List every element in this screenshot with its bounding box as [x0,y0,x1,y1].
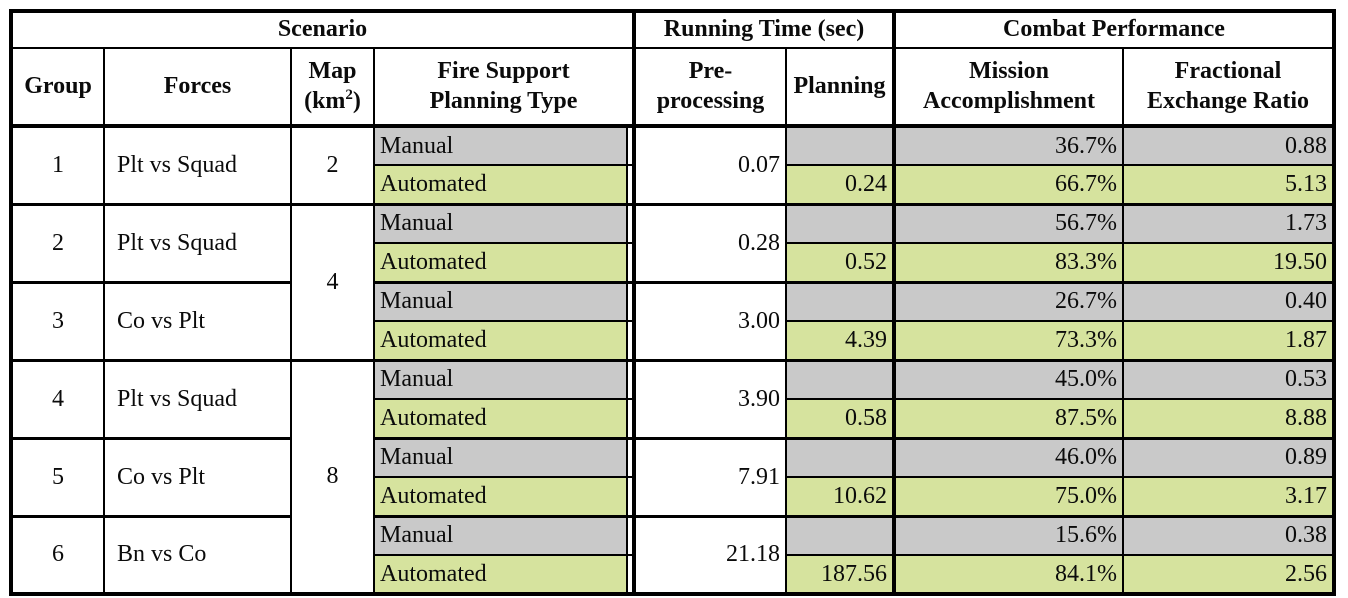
table-row: Automated 0.24 66.7% 5.13 [11,164,1335,205]
preprocessing-cell: 3.00 [632,280,787,361]
mission-cell: 73.3% [892,320,1124,361]
map-cell: 4 [290,202,375,361]
forces-cell: Plt vs Squad [103,124,292,205]
mission-cell: 45.0% [892,358,1124,400]
header-section-row: Scenario Running Time (sec) Combat Perfo… [10,10,1335,49]
table-row: 5 Co vs Plt Manual 7.91 46.0% 0.89 [10,436,1335,517]
group-column-header: Group [10,47,105,127]
map-cell: 8 [290,358,375,595]
planning-type-cell: Manual [373,514,635,556]
fire-support-column-header: Fire Support Planning Type [373,47,635,127]
group-cell: 1 [10,124,105,205]
planning-cell [785,280,895,322]
preprocessing-cell: 0.07 [632,124,787,205]
planning-cell: 0.24 [785,164,895,205]
preprocessing-cell: 0.28 [632,202,787,283]
planning-type-cell: Automated [373,164,635,205]
forces-cell: Co vs Plt [103,436,292,517]
planning-cell [785,202,895,244]
table-row: 2 Plt vs Squad 4 Manual 0.28 56.7% 1.73 [10,202,1335,361]
planning-type-cell: Manual [373,124,635,166]
forces-column-header: Forces [103,47,292,127]
mission-cell: 66.7% [892,164,1124,205]
mission-cell: 83.3% [892,242,1124,283]
running-time-section-header: Running Time (sec) [632,10,895,49]
planning-cell [785,514,895,556]
group-cell: 3 [10,280,105,361]
preprocessing-column-header: Pre-processing [632,47,787,127]
map-cell: 2 [290,124,375,205]
planning-column-header: Planning [785,47,895,127]
planning-cell: 4.39 [785,320,895,361]
fer-cell: 2.56 [1122,554,1335,595]
planning-cell: 10.62 [785,476,895,517]
planning-type-cell: Automated [373,320,635,361]
group-cell: 6 [10,514,105,595]
mission-cell: 15.6% [892,514,1124,556]
mission-column-header: Mission Accomplishment [892,47,1124,127]
preprocessing-cell: 21.18 [632,514,787,595]
forces-cell: Co vs Plt [103,280,292,361]
mission-cell: 75.0% [892,476,1124,517]
fer-cell: 0.88 [1122,124,1335,166]
planning-type-cell: Manual [373,358,635,400]
table-row: Automated 4.39 73.3% 1.87 [11,320,1335,361]
mission-cell: 46.0% [892,436,1124,478]
fer-cell: 1.73 [1122,202,1335,244]
planning-type-cell: Manual [373,202,635,244]
group-cell: 2 [10,202,105,283]
scenario-section-header: Scenario [10,10,635,49]
group-cell: 5 [10,436,105,517]
planning-type-cell: Automated [373,476,635,517]
table-row: 3 Co vs Plt Manual 3.00 26.7% 0.40 [10,280,1335,361]
fer-cell: 0.40 [1122,280,1335,322]
planning-cell: 0.52 [785,242,895,283]
results-table: Scenario Running Time (sec) Combat Perfo… [9,9,1336,596]
fer-cell: 19.50 [1122,242,1335,283]
mission-cell: 36.7% [892,124,1124,166]
planning-type-cell: Manual [373,280,635,322]
table-row: Automated 0.58 87.5% 8.88 [11,398,1335,439]
forces-cell: Plt vs Squad [103,358,292,439]
planning-cell [785,436,895,478]
fer-column-header: Fractional Exchange Ratio [1122,47,1335,127]
planning-type-cell: Automated [373,554,635,595]
mission-cell: 56.7% [892,202,1124,244]
fer-cell: 1.87 [1122,320,1335,361]
table-row: 4 Plt vs Squad 8 Manual 3.90 45.0% 0.53 [10,358,1335,595]
fer-cell: 8.88 [1122,398,1335,439]
mission-cell: 26.7% [892,280,1124,322]
fer-cell: 0.89 [1122,436,1335,478]
fer-cell: 3.17 [1122,476,1335,517]
fer-cell: 0.38 [1122,514,1335,556]
mission-cell: 84.1% [892,554,1124,595]
planning-type-cell: Manual [373,436,635,478]
header-columns-row: Group Forces Map (km2) Fire Support Planni… [10,47,1335,127]
table-row: Automated 0.52 83.3% 19.50 [11,242,1335,283]
table-row: Automated 187.56 84.1% 2.56 [11,554,1335,595]
combat-performance-section-header: Combat Performance [892,10,1335,49]
preprocessing-cell: 3.90 [632,358,787,439]
fer-cell: 5.13 [1122,164,1335,205]
planning-cell [785,358,895,400]
mission-cell: 87.5% [892,398,1124,439]
table-row: Automated 10.62 75.0% 3.17 [11,476,1335,517]
preprocessing-cell: 7.91 [632,436,787,517]
planning-cell [785,124,895,166]
planning-cell: 187.56 [785,554,895,595]
planning-cell: 0.58 [785,398,895,439]
table-row: 6 Bn vs Co Manual 21.18 15.6% 0.38 [10,514,1335,595]
planning-type-cell: Automated [373,398,635,439]
map-column-header: Map (km2) [290,47,375,127]
forces-cell: Bn vs Co [103,514,292,595]
fer-cell: 0.53 [1122,358,1335,400]
planning-type-cell: Automated [373,242,635,283]
group-cell: 4 [10,358,105,439]
table-row: 1 Plt vs Squad 2 Manual 0.07 36.7% 0.88 [10,124,1335,205]
km-squared-superscript: 2 [345,86,353,103]
forces-cell: Plt vs Squad [103,202,292,283]
